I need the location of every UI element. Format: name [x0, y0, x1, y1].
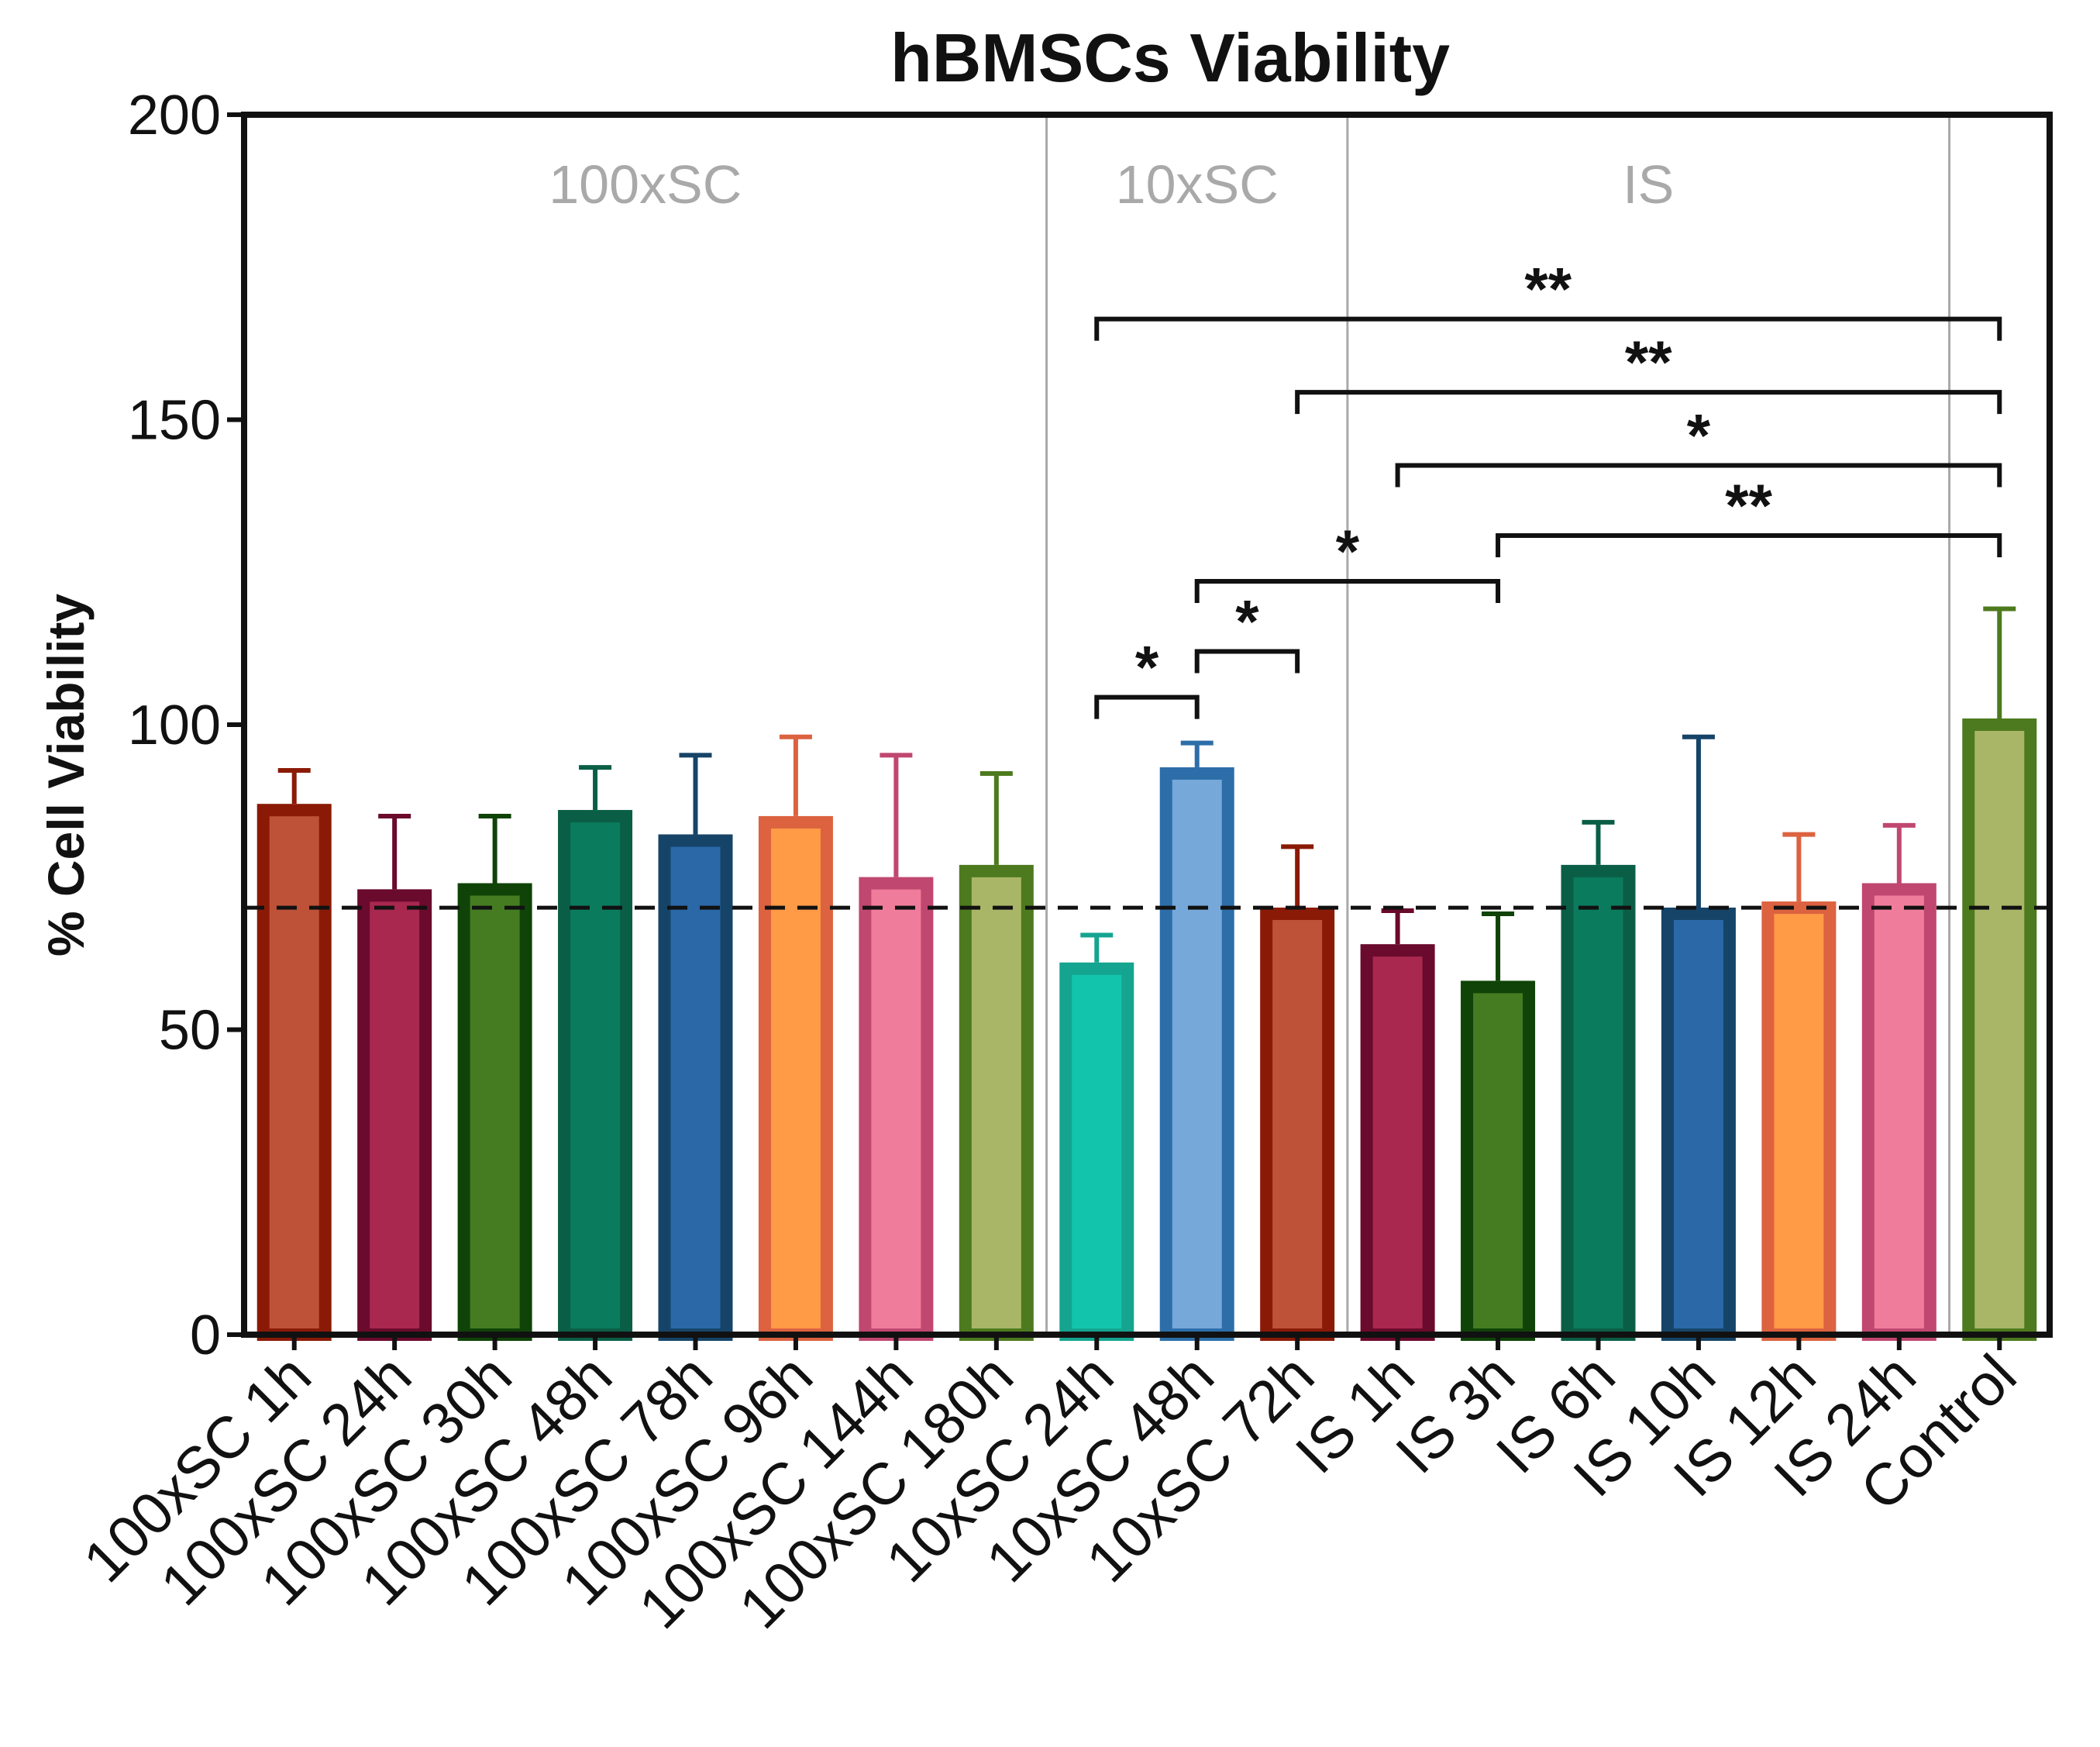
y-tick-label: 0	[190, 1304, 221, 1366]
error-bars	[277, 606, 2016, 981]
group-labels: 100xSC 10xSC IS	[549, 154, 1674, 215]
bar	[658, 834, 733, 1341]
significance-label: *	[1135, 633, 1159, 701]
significance-bracket	[1295, 390, 2002, 415]
y-tick-label: 50	[159, 1000, 221, 1062]
significance-bracket	[1094, 694, 1200, 719]
group-label: 100xSC	[549, 154, 742, 215]
bar	[959, 864, 1034, 1341]
bar	[457, 883, 532, 1341]
significance-label: *	[1687, 401, 1711, 470]
significance-label: **	[1625, 328, 1672, 396]
bar	[1360, 944, 1435, 1341]
significance-bracket	[1395, 463, 2002, 488]
x-tick-label: IS 1h	[1283, 1342, 1427, 1487]
bar	[1861, 883, 1936, 1341]
group-label: 10xSC	[1116, 154, 1279, 215]
bar	[859, 877, 934, 1341]
significance-bracket	[1194, 579, 1501, 604]
y-tick-label: 100	[128, 694, 221, 756]
significance-label: *	[1336, 517, 1360, 585]
significance-bracket	[1194, 649, 1300, 674]
bar	[1059, 962, 1134, 1342]
bar	[758, 815, 833, 1342]
y-axis-label: % Cell Viability	[37, 594, 95, 957]
y-tick-label: 150	[128, 390, 221, 452]
bar	[1962, 718, 2037, 1341]
y-axis-ticks: 0 50 100 150 200	[128, 84, 244, 1366]
significance-brackets: **********	[1094, 255, 2002, 719]
x-tick-label: IS 3h	[1383, 1342, 1527, 1487]
significance-bracket	[1094, 316, 2002, 341]
chart-title: hBMSCs Viability	[890, 19, 1450, 96]
bar	[1761, 901, 1837, 1341]
significance-label: **	[1725, 471, 1772, 539]
bar	[1661, 907, 1736, 1341]
significance-label: *	[1235, 588, 1259, 656]
bars	[256, 718, 2037, 1342]
bar	[357, 889, 432, 1341]
bar	[256, 804, 332, 1342]
significance-label: **	[1524, 255, 1572, 323]
y-tick-label: 200	[128, 84, 221, 146]
bar	[1461, 980, 1536, 1342]
bar	[558, 810, 633, 1342]
group-label: IS	[1623, 154, 1674, 215]
bar	[1159, 767, 1234, 1341]
bar	[1561, 864, 1636, 1341]
bar	[1260, 907, 1335, 1341]
significance-bracket	[1496, 533, 2002, 558]
